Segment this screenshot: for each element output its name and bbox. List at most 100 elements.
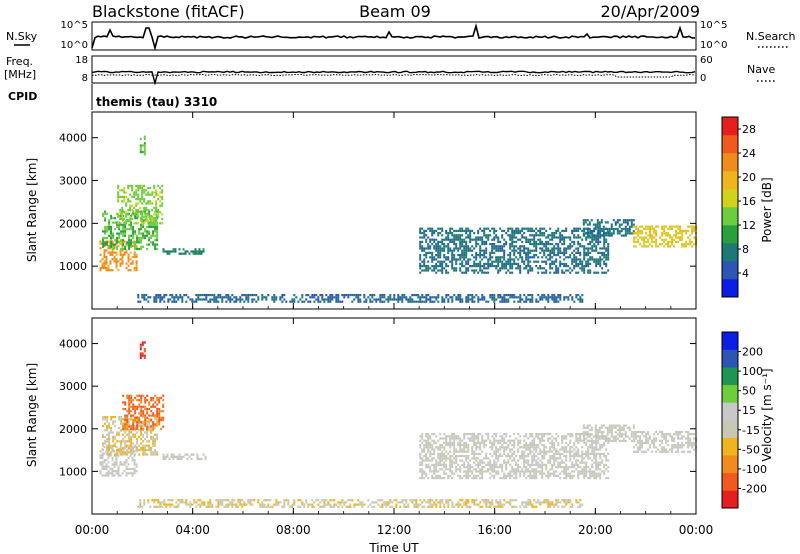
echo-cell [491, 468, 494, 471]
echo-cell [315, 294, 318, 297]
echo-cell [467, 300, 470, 303]
echo-cell [136, 399, 139, 402]
echo-cell [209, 300, 212, 303]
echo-cell [159, 300, 162, 303]
echo-cell [447, 457, 450, 460]
echo-cell [489, 501, 492, 504]
echo-cell [165, 503, 168, 506]
echo-cell [209, 294, 212, 297]
echo-cell [501, 267, 504, 270]
echo-cell [115, 262, 118, 265]
echo-cell [535, 435, 538, 438]
echo-cell [439, 505, 442, 508]
echo-cell [157, 211, 160, 214]
echo-cell [130, 453, 133, 456]
echo-cell [140, 425, 143, 428]
echo-cell [473, 474, 476, 477]
echo-cell [429, 470, 432, 473]
echo-cell [131, 456, 134, 459]
echo-cell [409, 499, 412, 502]
echo-cell [114, 217, 117, 220]
echo-cell [103, 251, 106, 254]
echo-cell [553, 461, 556, 464]
echo-cell [371, 300, 374, 303]
echo-cell [571, 232, 574, 235]
echo-cell [128, 239, 131, 242]
echo-cell [441, 298, 444, 301]
echo-cell [327, 501, 330, 504]
echo-cell [451, 470, 454, 473]
echo-cell [463, 229, 466, 232]
echo-cell [144, 421, 147, 424]
echo-cell [491, 503, 494, 506]
echo-cell [131, 262, 134, 265]
echo-cell [541, 247, 544, 250]
echo-cell [503, 294, 506, 297]
echo-cell [419, 477, 422, 480]
echo-cell [463, 433, 466, 436]
echo-cell [148, 420, 151, 423]
echo-cell [461, 298, 464, 301]
echo-cell [481, 269, 484, 272]
echo-cell [435, 461, 438, 464]
echo-cell [473, 232, 476, 235]
echo-cell [493, 437, 496, 440]
echo-cell [110, 453, 113, 456]
echo-cell [465, 300, 468, 303]
echo-cell [479, 256, 482, 259]
echo-cell [155, 505, 158, 508]
echo-cell [455, 435, 458, 438]
echo-cell [443, 461, 446, 464]
echo-cell [197, 499, 200, 502]
echo-cell [583, 247, 586, 250]
echo-cell [575, 452, 578, 455]
echo-cell [600, 424, 603, 427]
echo-cell [427, 441, 430, 444]
echo-cell [579, 258, 582, 261]
echo-cell [99, 253, 102, 256]
echo-cell [511, 258, 514, 261]
echo-cell [497, 238, 500, 241]
echo-cell [531, 234, 534, 237]
echo-cell [487, 265, 490, 268]
echo-cell [130, 429, 133, 432]
nave-label: Nave [747, 63, 775, 76]
echo-cell [411, 499, 414, 502]
echo-cell [425, 435, 428, 438]
echo-cell [531, 433, 534, 436]
echo-cell [371, 294, 374, 297]
echo-cell [537, 457, 540, 460]
echo-cell [120, 420, 123, 423]
echo-cell [445, 501, 448, 504]
echo-cell [525, 455, 528, 458]
echo-cell [207, 294, 210, 297]
echo-cell [569, 245, 572, 248]
echo-cell [239, 296, 242, 299]
echo-cell [427, 446, 430, 449]
echo-cell [693, 236, 696, 239]
echo-cell [517, 459, 520, 462]
echo-cell [124, 431, 127, 434]
echo-cell [505, 477, 508, 480]
echo-cell [120, 247, 123, 251]
echo-cell [589, 240, 592, 243]
echo-cell [143, 151, 146, 154]
echo-cell [155, 296, 158, 299]
echo-cell [135, 253, 138, 256]
echo-cell [205, 505, 208, 508]
echo-cell [441, 437, 444, 440]
echo-cell [469, 265, 472, 268]
echo-cell [132, 421, 135, 424]
echo-cell [162, 250, 165, 253]
echo-cell [515, 472, 518, 475]
echo-cell [465, 247, 468, 250]
echo-cell [475, 258, 478, 261]
echo-cell [104, 219, 107, 222]
echo-cell [533, 249, 536, 252]
echo-cell [154, 427, 157, 430]
echo-cell [689, 225, 692, 228]
echo-cell [493, 247, 496, 250]
echo-cell [449, 435, 452, 438]
echo-cell [624, 225, 627, 228]
echo-cell [487, 234, 490, 237]
